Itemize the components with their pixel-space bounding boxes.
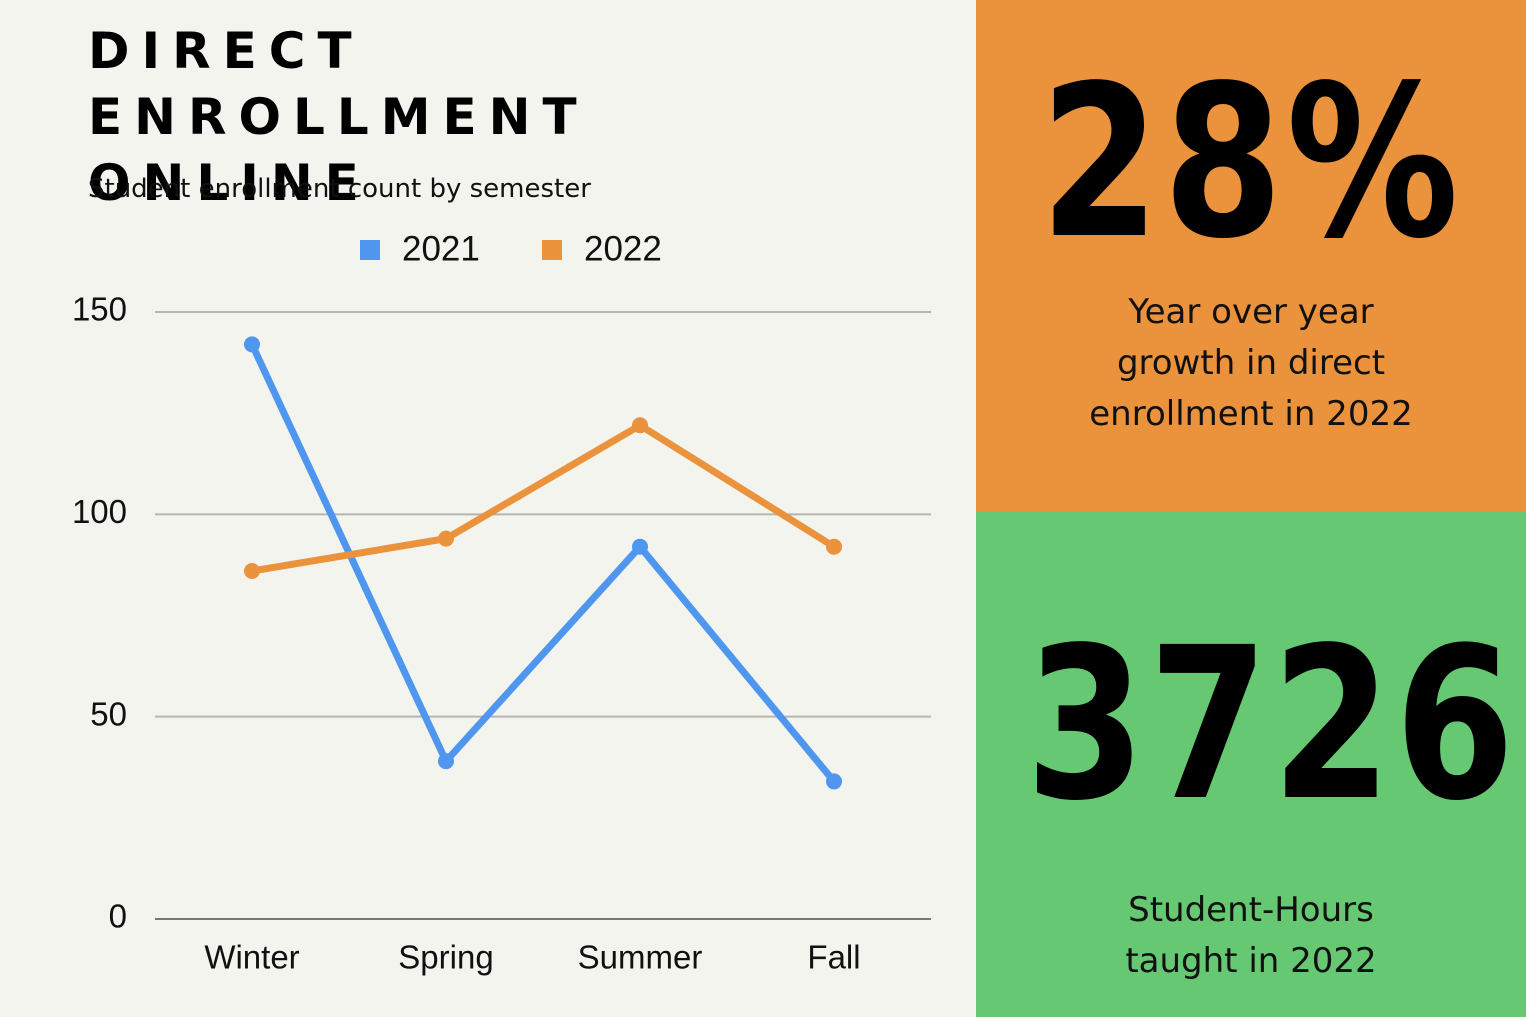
stat-value: 28% [1039, 40, 1463, 285]
y-tick-label: 150 [72, 291, 127, 328]
legend-swatch [542, 240, 562, 260]
x-tick-label: Summer [578, 939, 703, 976]
y-tick-label: 100 [72, 493, 127, 530]
data-point [632, 417, 648, 434]
data-point [438, 530, 454, 547]
series-line [251, 421, 836, 575]
data-point [826, 773, 842, 790]
chart: 0 50 100 150 Winter Spring Summer Fall 2021 2022 [72, 229, 931, 976]
stat-value: 3726 [1025, 602, 1518, 847]
chart-title: DIRECT ENROLLMENT ONLINE [88, 22, 589, 212]
x-tick-label: Winter [204, 939, 299, 976]
legend-label: 2021 [402, 229, 480, 268]
stat-label: Student-Hours taught in 2022 [1125, 890, 1377, 981]
stat-panel: 28% Year over year growth in direct enro… [976, 0, 1526, 512]
x-tick-label: Fall [807, 939, 860, 976]
legend-swatch [360, 240, 380, 260]
data-point [826, 538, 842, 555]
data-point [244, 336, 260, 353]
x-tick-label: Spring [398, 939, 493, 976]
chart-subtitle: Student enrollment count by semester [88, 174, 591, 204]
y-tick-label: 0 [109, 898, 127, 935]
data-point [438, 753, 454, 770]
data-point [244, 562, 260, 579]
y-tick-label: 50 [90, 695, 127, 732]
legend-label: 2022 [584, 229, 662, 268]
stat-panel: 3726 Student-Hours taught in 2022 [976, 512, 1526, 1017]
data-point [632, 538, 648, 555]
stat-label: Year over year growth in direct enrollme… [1089, 292, 1413, 434]
